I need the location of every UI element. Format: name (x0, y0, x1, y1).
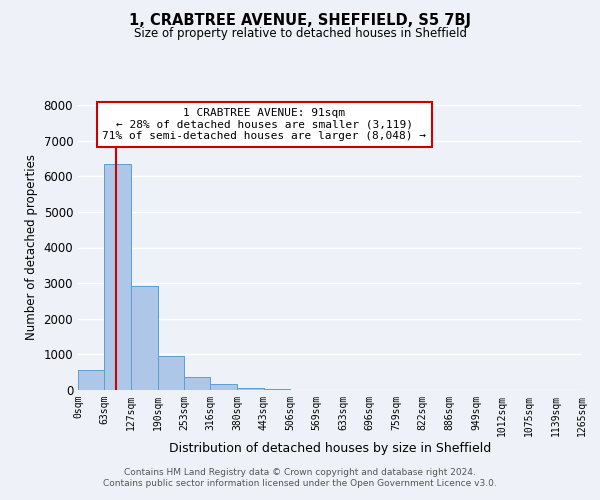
Bar (264, 389, 290, 390)
Bar (184, 377, 211, 390)
Bar (211, 384, 237, 390)
Text: 1, CRABTREE AVENUE, SHEFFIELD, S5 7BJ: 1, CRABTREE AVENUE, SHEFFIELD, S5 7BJ (129, 12, 471, 28)
X-axis label: Distribution of detached houses by size in Sheffield: Distribution of detached houses by size … (169, 442, 491, 454)
Text: Contains HM Land Registry data © Crown copyright and database right 2024.
Contai: Contains HM Land Registry data © Crown c… (103, 468, 497, 487)
Text: 1 CRABTREE AVENUE: 91sqm
← 28% of detached houses are smaller (3,119)
71% of sem: 1 CRABTREE AVENUE: 91sqm ← 28% of detach… (103, 108, 427, 141)
Bar (78, 370, 104, 390)
Text: Size of property relative to detached houses in Sheffield: Size of property relative to detached ho… (133, 28, 467, 40)
Bar (238, 388, 264, 390)
Bar (104, 164, 131, 390)
Y-axis label: Number of detached properties: Number of detached properties (25, 154, 38, 340)
Bar (131, 286, 158, 390)
Bar (158, 356, 184, 390)
